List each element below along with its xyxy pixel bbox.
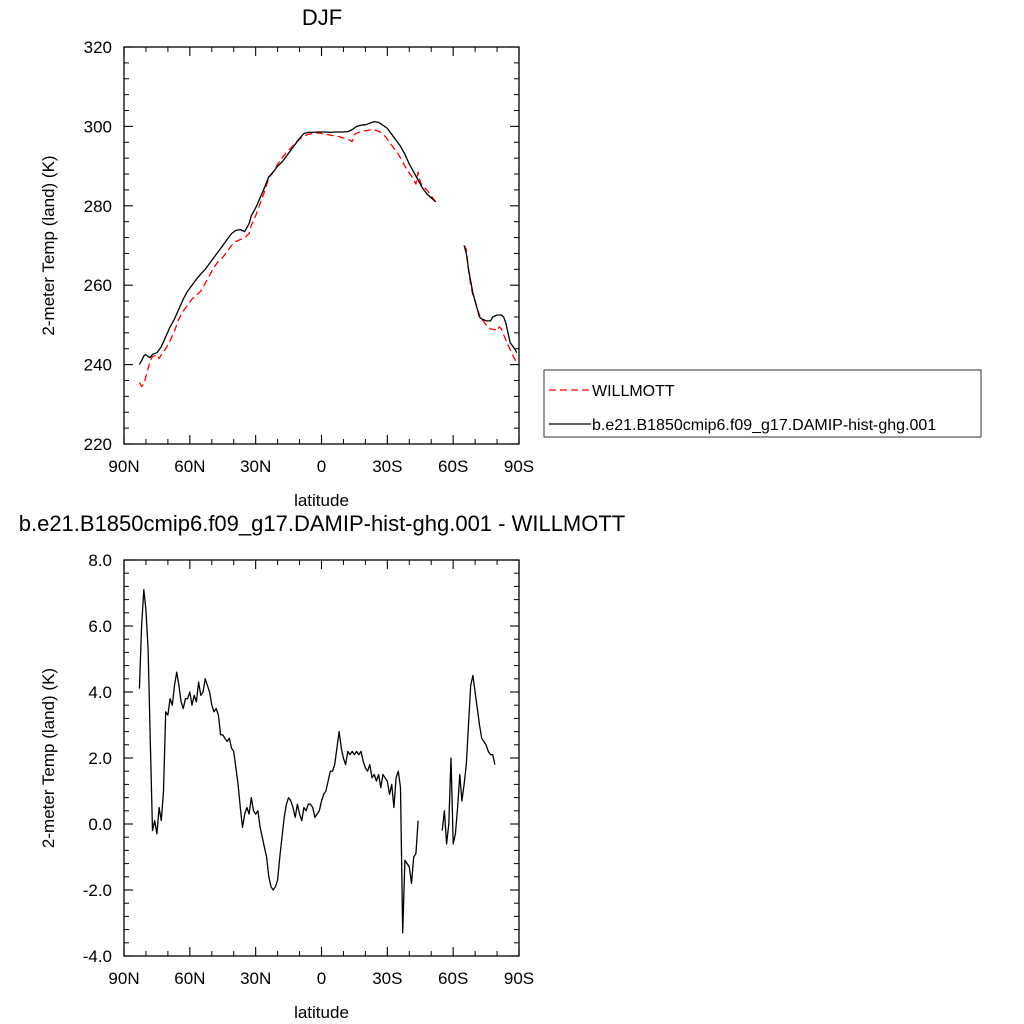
x-axis-label: latitude [294,491,349,510]
y-tick-label: 220 [84,435,112,454]
plot-frame [123,46,520,445]
ticks [123,46,520,445]
legend-label-model: b.e21.B1850cmip6.f09_g17.DAMIP-hist-ghg.… [592,417,936,434]
x-tick-label: 0 [317,969,326,988]
x-axis-label: latitude [294,1003,349,1022]
chart-title: DJF [302,5,342,30]
y-tick-label: 2.0 [88,749,112,768]
x-tick-label: 30S [372,457,402,476]
chart-panel-djf: DJF 90N 60N 30N 0 30S 60S 90S 220 240 260 280 300 32… [39,5,534,510]
plot-frame [123,559,520,957]
series-line-willmott [463,245,518,363]
plot-lines [138,589,496,934]
series-line-willmott [138,128,437,388]
y-tick-label: 0.0 [88,815,112,834]
y-tick-label: 4.0 [88,683,112,702]
legend: WILLMOTT b.e21.B1850cmip6.f09_g17.DAMIP-… [543,369,982,438]
x-tick-label: 60S [438,969,468,988]
series-line-b-e21-b1850cmip6-f09-g17-damip-hist-ghg-001 [463,245,518,354]
y-tick-label: 300 [84,117,112,136]
x-tick-label: 90S [504,457,534,476]
y-tick-label: -4.0 [83,947,112,966]
y-tick-label: 240 [84,356,112,375]
y-tick-label: -2.0 [83,881,112,900]
ticks [123,559,520,957]
chart-title: b.e21.B1850cmip6.f09_g17.DAMIP-hist-ghg.… [19,511,626,536]
series-line-difference [441,674,496,845]
tick-labels: 90N 60N 30N 0 30S 60S 90S -4.0 -2.0 0.0 2.0 4.0 6.0 8… [83,551,534,988]
x-tick-label: 90S [504,969,534,988]
series-line-difference [138,589,419,934]
y-tick-label: 260 [84,276,112,295]
legend-box [543,369,982,438]
x-tick-label: 30N [240,457,271,476]
x-tick-label: 30S [372,969,402,988]
series-line-b-e21-b1850cmip6-f09-g17-damip-hist-ghg-001 [138,120,437,365]
legend-label-willmott: WILLMOTT [592,383,675,400]
x-tick-label: 60S [438,457,468,476]
y-tick-label: 280 [84,197,112,216]
y-tick-label: 8.0 [88,551,112,570]
chart-panel-difference: b.e21.B1850cmip6.f09_g17.DAMIP-hist-ghg.… [19,511,626,1022]
x-tick-label: 30N [240,969,271,988]
y-axis-label: 2-meter Temp (land) (K) [39,155,58,335]
x-tick-label: 60N [174,457,205,476]
x-tick-label: 0 [317,457,326,476]
y-tick-label: 6.0 [88,617,112,636]
plot-lines [138,120,518,388]
x-tick-label: 90N [108,969,139,988]
y-axis-label: 2-meter Temp (land) (K) [39,668,58,848]
y-tick-label: 320 [84,38,112,57]
x-tick-label: 60N [174,969,205,988]
tick-labels: 90N 60N 30N 0 30S 60S 90S 220 240 260 280 300 320 [84,38,535,476]
x-tick-label: 90N [108,457,139,476]
